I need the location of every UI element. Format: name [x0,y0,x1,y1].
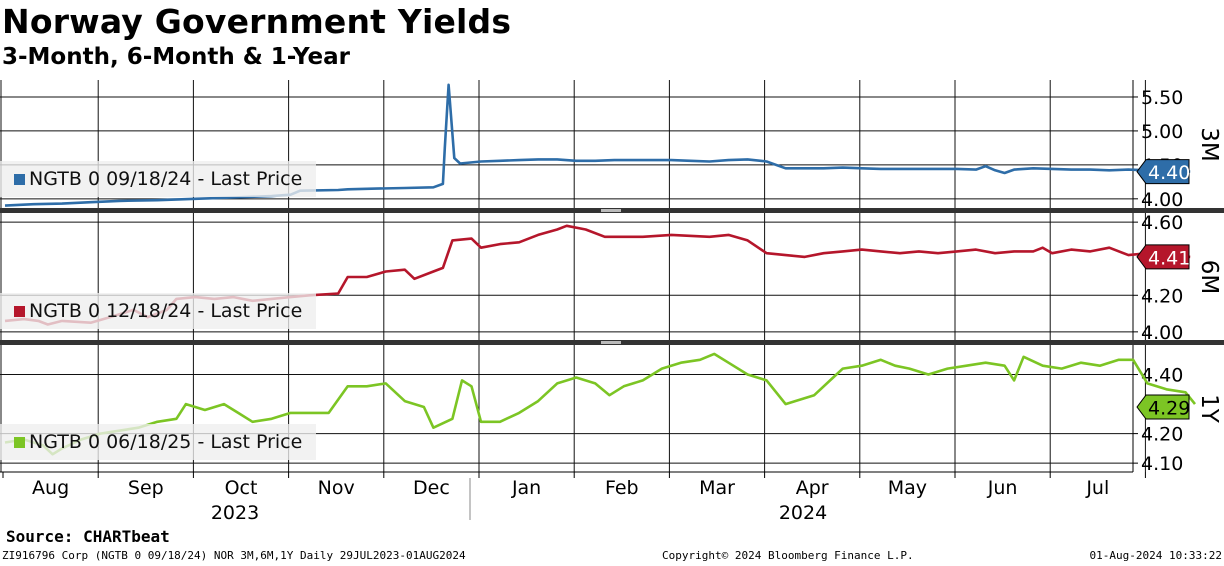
last-value-tag [1136,394,1190,420]
x-tick-label: Oct [225,477,258,499]
footer-timestamp: 01-Aug-2024 10:33:22 [1089,549,1222,562]
x-tick-label: Jun [987,477,1018,499]
y-tick-label: 4.00 [1141,189,1183,211]
x-tick-label: Dec [413,477,450,499]
last-value-tag [1136,159,1190,185]
chart-subtitle: 3-Month, 6-Month & 1-Year [2,44,350,70]
divider-handle [601,209,621,212]
x-tick-label: Jul [1085,477,1109,499]
legend-swatch [14,174,25,185]
series-line-1y [4,352,1197,456]
legend-label: NGTB 0 12/18/24 - Last Price [29,300,302,322]
legend-swatch [14,437,25,448]
legend-swatch [14,306,25,317]
y-tick-label: 4.20 [1141,285,1183,307]
y-tick-label: 4.00 [1141,322,1183,344]
legend-label: NGTB 0 06/18/25 - Last Price [29,431,302,453]
legend-label: NGTB 0 09/18/24 - Last Price [29,168,302,190]
x-tick-label: Aug [32,477,69,499]
last-value-label: 4.29 [1148,398,1190,420]
last-value-label: 4.41 [1148,247,1190,269]
panel-label-6m: 6M [1196,260,1222,294]
y-tick-label: 4.10 [1141,453,1183,475]
y-tick-label: 4.60 [1141,212,1183,234]
panel-label-1y: 1Y [1196,394,1222,424]
y-tick-label: 4.40 [1141,365,1183,387]
source-note: Source: CHARTbeat [6,527,170,546]
x-tick-label: Sep [128,477,164,499]
x-tick-label: Mar [699,477,735,499]
panel-label-3m: 3M [1196,127,1222,161]
x-tick-label: Nov [318,477,355,499]
footer-security-info: ZI916796 Corp (NGTB 0 09/18/24) NOR 3M,6… [2,549,466,562]
y-tick-label: 5.00 [1141,121,1183,143]
legend-box [0,293,316,329]
legend-box [0,161,316,197]
chart-title: Norway Government Yields [2,2,512,41]
x-tick-label: Jan [511,477,541,499]
x-tick-label: May [888,477,927,499]
y-tick-label: 5.50 [1141,87,1183,109]
x-year-label: 2024 [779,502,827,520]
last-value-label: 4.40 [1148,162,1190,184]
x-tick-label: Feb [605,477,639,499]
y-tick-label: 4.20 [1141,424,1183,446]
footer-copyright: Copyright© 2024 Bloomberg Finance L.P. [662,549,914,562]
legend-box [0,424,316,460]
x-tick-label: Apr [796,477,829,499]
last-value-tag [1136,244,1190,270]
divider-handle [601,341,621,344]
x-year-label: 2023 [211,502,259,520]
